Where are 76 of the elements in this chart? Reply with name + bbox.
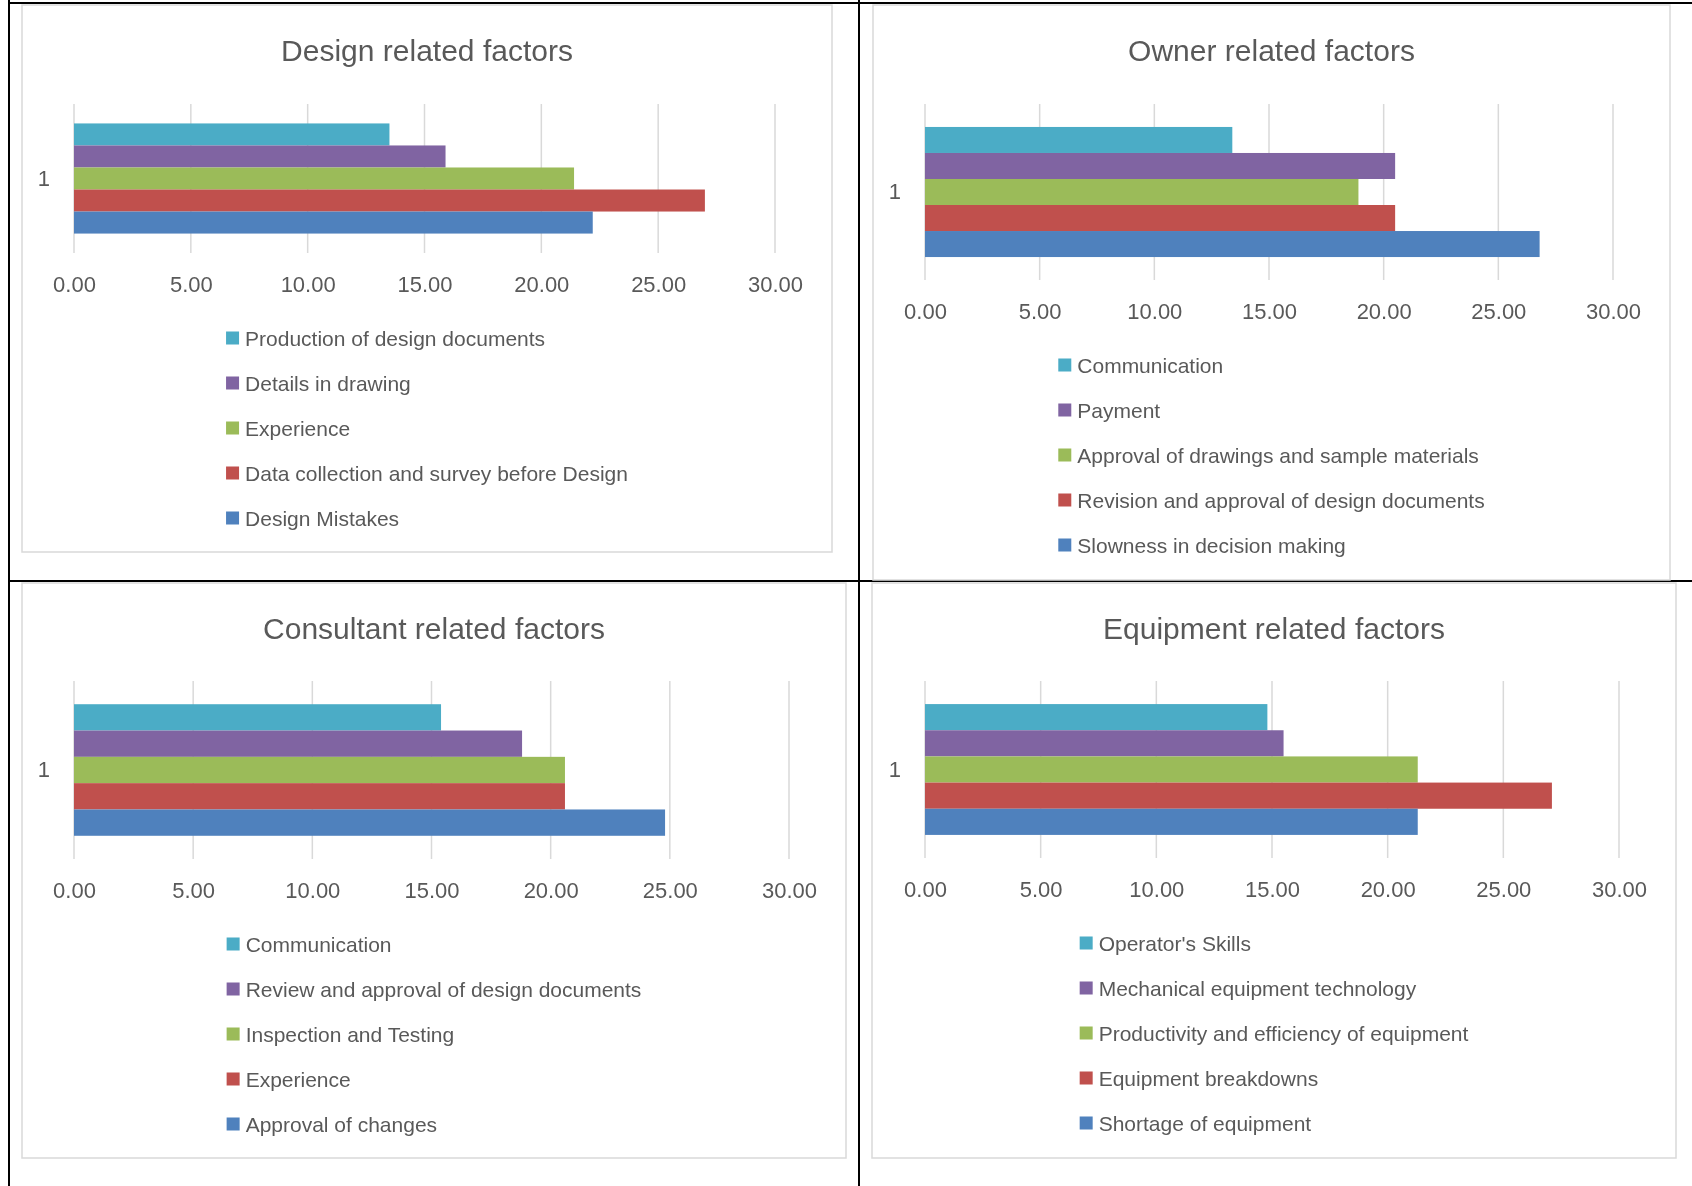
x-tick-label: 20.00 <box>1356 298 1412 324</box>
bar <box>925 152 1396 179</box>
bar <box>925 126 1233 153</box>
x-tick-label: 15.00 <box>1241 298 1298 324</box>
bar <box>74 809 666 836</box>
x-tick-label: 0.00 <box>53 877 96 903</box>
x-tick-label: 25.00 <box>642 877 698 903</box>
legend-label: Operator's Skills <box>1098 931 1251 955</box>
y-tick-label: 1 <box>888 756 901 782</box>
x-tick-label: 5.00 <box>172 877 216 903</box>
bar <box>74 211 593 234</box>
bar <box>74 783 565 810</box>
y-tick-label: 1 <box>37 165 50 191</box>
x-tick-label: 5.00 <box>1019 876 1063 902</box>
x-tick-label: 10.00 <box>285 877 341 903</box>
x-tick-label: 20.00 <box>514 271 570 297</box>
x-tick-label: 5.00 <box>169 271 213 297</box>
legend-label: Communication <box>245 932 392 956</box>
chart-title: Equipment related factors <box>1103 611 1445 645</box>
x-tick-label: 30.00 <box>747 271 804 297</box>
bar <box>925 231 1540 258</box>
chart-title: Design related factors <box>281 33 573 67</box>
x-tick-label: 0.00 <box>904 876 947 902</box>
bar <box>74 145 446 168</box>
bar <box>74 704 442 731</box>
bar <box>925 205 1396 232</box>
legend-label: Inspection and Testing <box>245 1022 455 1046</box>
legend-label: Shortage of equipment <box>1098 1111 1312 1135</box>
bar <box>74 123 390 146</box>
legend-label: Revision and approval of design documents <box>1077 488 1485 512</box>
x-tick-label: 25.00 <box>1471 298 1527 324</box>
bar <box>74 189 705 212</box>
bar <box>925 808 1418 835</box>
x-tick-label: 10.00 <box>280 271 336 297</box>
bar <box>74 167 575 190</box>
legend-label: Approval of drawings and sample materials <box>1077 443 1479 467</box>
legend-label: Experience <box>245 1067 351 1091</box>
legend-label: Payment <box>1077 398 1161 422</box>
legend-label: Details in drawing <box>245 371 411 395</box>
x-tick-label: 0.00 <box>53 271 96 297</box>
legend-label: Production of design documents <box>245 326 546 350</box>
chart-title: Owner related factors <box>1128 33 1415 67</box>
chart-title: Consultant related factors <box>263 611 605 645</box>
legend-label: Approval of changes <box>245 1112 438 1136</box>
y-tick-label: 1 <box>888 179 901 205</box>
bar <box>925 730 1284 757</box>
legend-label: Equipment breakdowns <box>1098 1066 1319 1090</box>
legend-label: Review and approval of design documents <box>245 977 642 1001</box>
x-tick-label: 10.00 <box>1129 876 1185 902</box>
bar <box>74 730 523 757</box>
legend-label: Slowness in decision making <box>1077 533 1346 557</box>
bar <box>925 704 1268 731</box>
x-tick-label: 30.00 <box>761 877 818 903</box>
x-tick-label: 20.00 <box>1360 876 1416 902</box>
legend-label: Experience <box>245 416 351 440</box>
x-tick-label: 30.00 <box>1585 298 1642 324</box>
x-tick-label: 15.00 <box>397 271 453 297</box>
x-tick-label: 25.00 <box>1476 876 1532 902</box>
legend-label: Communication <box>1077 353 1224 377</box>
x-tick-label: 15.00 <box>404 877 460 903</box>
x-tick-label: 5.00 <box>1018 298 1062 324</box>
bar <box>74 756 565 784</box>
legend-label: Mechanical equipment technology <box>1098 976 1417 1000</box>
y-tick-label: 1 <box>37 757 50 783</box>
x-tick-label: 25.00 <box>631 271 687 297</box>
bar <box>925 756 1418 783</box>
x-tick-label: 15.00 <box>1244 876 1301 902</box>
x-tick-label: 30.00 <box>1591 876 1648 902</box>
bar <box>925 178 1359 206</box>
bar <box>925 782 1552 809</box>
x-tick-label: 20.00 <box>523 877 579 903</box>
legend-label: Data collection and survey before Design <box>245 461 628 485</box>
x-tick-label: 10.00 <box>1127 298 1183 324</box>
x-tick-label: 0.00 <box>904 298 947 324</box>
legend-label: Design Mistakes <box>245 506 400 530</box>
legend-label: Productivity and efficiency of equipment <box>1098 1021 1469 1045</box>
